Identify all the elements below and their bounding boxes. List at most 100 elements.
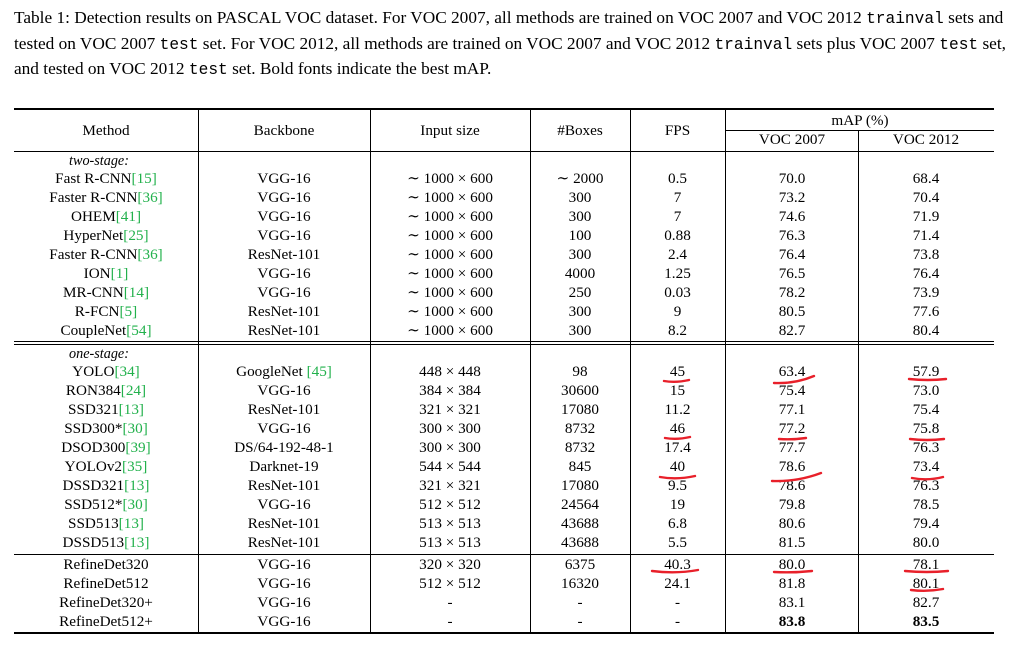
- caption-code: test: [939, 35, 979, 54]
- method-name: ION: [83, 265, 111, 282]
- underline-yolo-voc2007: [772, 374, 816, 385]
- citation-link[interactable]: [34]: [114, 363, 140, 380]
- table-row: Faster R-CNN[36] ResNet-101 ∼ 1000 × 600 30…: [14, 245, 994, 264]
- cell-fps: 0.5: [668, 170, 687, 187]
- citation-link[interactable]: [24]: [120, 382, 147, 399]
- cell-voc2012: 71.4: [912, 227, 940, 244]
- method-name: RON384: [65, 382, 121, 399]
- cell-backbone: VGG-16: [257, 594, 311, 611]
- cell-voc2007: 63.4: [778, 363, 806, 380]
- table-row: DSSD513[13] ResNet-101 513 × 513 43688 5.5 81…: [14, 533, 994, 552]
- cell-input: 513 × 513: [419, 534, 481, 551]
- cell-voc2012: 77.6: [912, 303, 940, 320]
- caption-text: sets and tested on VOC 2007: [14, 8, 1004, 53]
- cell-input: 448 × 448: [419, 363, 481, 380]
- cell-voc2007: 73.2: [778, 189, 806, 206]
- cell-fps: 40: [669, 458, 686, 475]
- col-divider-1: [198, 110, 199, 632]
- cell-method: DSSD321[13]: [14, 476, 198, 495]
- cell-method: OHEM[41]: [14, 207, 198, 226]
- cell-voc2007: 83.1: [778, 594, 806, 611]
- citation-link[interactable]: [14]: [123, 284, 150, 301]
- cell-backbone: VGG-16: [257, 496, 311, 513]
- cell-fps: 17.4: [664, 439, 691, 456]
- citation-link[interactable]: [30]: [122, 496, 148, 513]
- citation-link[interactable]: [13]: [124, 477, 150, 494]
- cell-boxes: 845: [568, 458, 592, 475]
- citation-link[interactable]: [54]: [126, 322, 152, 339]
- citation-link[interactable]: [13]: [118, 401, 144, 418]
- cell-input: 320 × 320: [419, 556, 481, 573]
- citation-link[interactable]: [36]: [137, 246, 163, 263]
- cell-voc2012: 78.1: [912, 556, 940, 573]
- cell-fps: 2.4: [668, 246, 687, 263]
- table-row: SSD512*[30] VGG-16 512 × 512 24564 19 79.8 78.…: [14, 495, 994, 514]
- cell-backbone: ResNet-101: [247, 322, 321, 339]
- cell-backbone: VGG-16: [257, 170, 311, 187]
- cell-backbone: VGG-16: [257, 420, 311, 437]
- method-name: OHEM: [70, 208, 116, 225]
- citation-link[interactable]: [30]: [122, 420, 148, 437]
- citation-link[interactable]: [13]: [124, 534, 150, 551]
- cell-backbone: ResNet-101: [247, 246, 321, 263]
- citation-link[interactable]: [15]: [131, 170, 157, 187]
- cell-fps: -: [674, 594, 681, 611]
- cell-voc2012: 73.0: [912, 382, 940, 399]
- method-name: YOLO: [72, 363, 115, 380]
- cell-input: 384 × 384: [419, 382, 481, 399]
- col-divider-2: [370, 110, 371, 632]
- cell-voc2012: 73.4: [912, 458, 940, 475]
- cell-voc2007: 77.7: [778, 439, 806, 456]
- group-label: one-stage:: [69, 346, 129, 362]
- cell-voc2007: 83.8: [778, 613, 806, 630]
- method-name: SSD513: [68, 515, 119, 532]
- citation-link[interactable]: [5]: [119, 303, 138, 320]
- cell-input: -: [447, 613, 453, 630]
- group-rule-1b: [14, 344, 994, 345]
- map-subrule: [726, 130, 994, 131]
- cell-boxes: 17080: [561, 477, 599, 494]
- cell-boxes: 300: [568, 246, 592, 263]
- cell-fps: 7: [673, 189, 682, 206]
- cell-input: ∼ 1000 × 600: [407, 303, 493, 320]
- citation-link[interactable]: [45]: [306, 363, 332, 380]
- citation-link[interactable]: [25]: [123, 227, 149, 244]
- cell-boxes: -: [577, 594, 583, 611]
- citation-link[interactable]: [36]: [137, 189, 163, 206]
- table-row: DSSD321[13] ResNet-101 321 × 321 17080 9.5 78…: [14, 476, 994, 495]
- cell-input: 544 × 544: [419, 458, 481, 475]
- cell-method: DSOD300[39]: [14, 438, 198, 457]
- cell-voc2012: 79.4: [912, 515, 940, 532]
- top-rule: [14, 108, 994, 110]
- underline-yolov2-voc2007: [770, 471, 823, 483]
- cell-fps: 9.5: [668, 477, 687, 494]
- cell-input: 321 × 321: [419, 401, 481, 418]
- cell-method: Faster R-CNN[36]: [14, 245, 198, 264]
- cell-method: ION[1]: [14, 264, 198, 283]
- cell-voc2007: 76.5: [778, 265, 806, 282]
- cell-backbone: VGG-16: [257, 575, 311, 592]
- citation-link[interactable]: [13]: [118, 515, 144, 532]
- cell-voc2007: 74.6: [778, 208, 806, 225]
- cell-voc2007: 80.6: [778, 515, 806, 532]
- cell-method: MR-CNN[14]: [14, 283, 198, 302]
- table-caption: Table 1: Detection results on PASCAL VOC…: [14, 6, 1009, 83]
- cell-voc2007: 76.4: [778, 246, 806, 263]
- table-row: OHEM[41] VGG-16 ∼ 1000 × 600 300 7 74.6 71.9: [14, 207, 994, 226]
- citation-link[interactable]: [41]: [115, 208, 142, 225]
- cell-voc2012: 78.5: [912, 496, 940, 513]
- underline-refinedet512-voc2012: [909, 587, 945, 592]
- cell-fps: 7: [673, 208, 682, 225]
- cell-backbone: ResNet-101: [247, 515, 321, 532]
- citation-link[interactable]: [1]: [110, 265, 129, 282]
- cell-method: RON384[24]: [14, 381, 198, 400]
- cell-fps: 11.2: [664, 401, 691, 418]
- citation-link[interactable]: [39]: [125, 439, 151, 456]
- cell-method: DSSD513[13]: [14, 533, 198, 552]
- header-method: Method: [82, 122, 130, 139]
- citation-link[interactable]: [35]: [122, 458, 148, 475]
- cell-backbone: VGG-16: [257, 227, 311, 244]
- cell-method: R-FCN[5]: [14, 302, 198, 321]
- table-row: RON384[24] VGG-16 384 × 384 30600 15 75.4 73.0: [14, 381, 994, 400]
